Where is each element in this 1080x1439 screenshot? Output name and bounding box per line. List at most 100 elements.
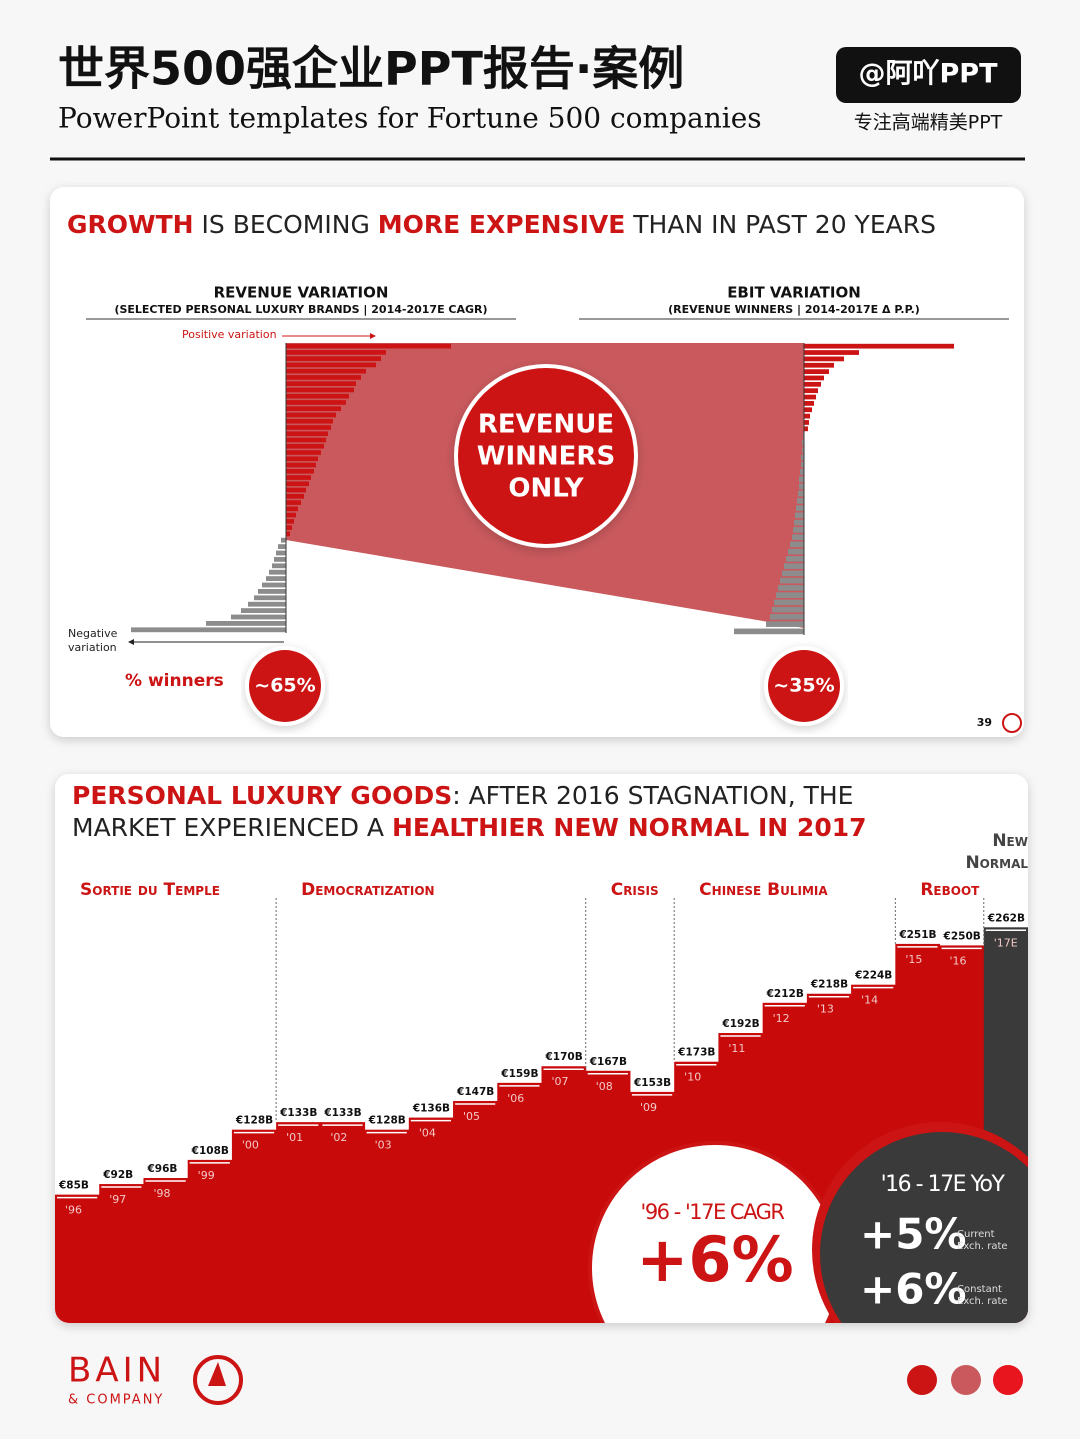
yoy-note: Current [957,1229,995,1240]
bar [286,375,361,380]
value-label: €108B [191,1145,229,1157]
bar [802,447,804,453]
page-subtitle: PowerPoint templates for Fortune 500 com… [58,102,762,135]
bar [804,356,844,362]
bar [408,1117,454,1323]
bar [286,493,304,499]
yoy-note: Exch. rate [957,1296,1008,1307]
value-label: €212B [766,988,804,1000]
bar [772,606,804,613]
value-label: €167B [589,1056,627,1068]
bar [286,443,324,449]
share-label: ~35% [773,675,834,697]
value-label: €218B [810,979,848,991]
bar [286,481,309,487]
cagr-value: +6% [636,1223,793,1296]
bar [784,563,804,569]
brand-logo [193,1355,243,1405]
title-part: MARKET EXPERIENCED A [72,813,392,842]
bar [794,519,804,526]
x-tick-label: '06 [507,1092,524,1105]
yoy-note: Exch. rate [957,1241,1008,1252]
badge [836,47,1021,103]
bar [795,512,804,519]
bar [286,381,356,387]
bar [799,476,804,482]
tagline: 专注高端精美PPT [854,112,1003,134]
bar [286,500,301,505]
bar [797,498,804,504]
bar [766,621,804,627]
bar [804,388,818,394]
bar [286,400,346,405]
annotation: Negative [68,627,118,640]
bar [143,1178,189,1323]
bar [266,576,286,581]
bar [802,440,804,446]
bar [286,356,381,361]
bar [804,413,810,419]
bar [286,437,326,443]
bar [286,450,321,455]
x-tick-label: '01 [286,1131,303,1144]
dot [907,1365,937,1395]
bar [364,1129,410,1323]
bar [286,343,451,349]
bar [804,407,812,413]
bar [804,375,824,381]
winners-label: % winners [125,671,224,691]
bar [792,534,804,540]
bar [278,544,286,549]
bar [274,557,286,562]
bar [254,595,286,601]
bar [286,431,328,437]
dot [993,1365,1023,1395]
chart-subtitle: (REVENUE WINNERS | 2014-2017E Δ P.P.) [668,303,920,316]
brand-sub: & COMPANY [68,1393,164,1408]
x-tick-label: '14 [861,994,878,1007]
phase-label: Sortie du Temple [80,880,220,900]
title-part: : AFTER 2016 STAGNATION, THE [452,781,853,810]
bar [286,525,292,530]
title-part: IS BECOMING [194,210,378,239]
bar [281,537,286,543]
slide-title: GROWTH IS BECOMING MORE EXPENSIVE THAN I… [67,210,936,239]
bar [286,350,386,355]
bar [187,1159,233,1323]
bar [801,454,804,461]
bar [231,1129,277,1323]
phase-label: New [992,831,1028,851]
bar [800,469,804,475]
x-tick-label: '04 [419,1127,436,1140]
bar [778,585,804,591]
x-tick-label: '08 [596,1080,613,1093]
x-tick-label: '03 [375,1139,392,1152]
x-tick-label: '13 [817,1003,834,1016]
bar [776,592,804,598]
value-label: €262B [987,912,1025,924]
chart-title: REVENUE VARIATION [214,284,389,302]
value-label: €173B [677,1047,715,1059]
bar [793,527,804,533]
bar [286,412,336,418]
bar [276,550,286,556]
share-circle [249,650,321,722]
x-tick-label: '17E [994,936,1018,949]
bar [286,531,290,537]
bar [55,1194,100,1323]
bar [801,461,804,468]
value-label: €159B [500,1068,538,1080]
bar [799,483,804,490]
phase-label: Democratization [301,880,434,900]
yoy-circle [820,1132,1028,1323]
value-label: €128B [235,1115,273,1127]
slide2-chart: €85B '96 €92B '97 €96B '98 €108B '99 €128B '00 €13… [55,831,1028,1323]
bar [804,350,859,355]
bar [790,541,804,548]
x-tick-label: '00 [242,1139,259,1152]
title-part: MORE EXPENSIVE [378,210,626,239]
bar [320,1122,366,1323]
x-tick-label: '96 [65,1204,82,1217]
title-part: HEALTHIER NEW NORMAL IN 2017 [392,813,867,842]
